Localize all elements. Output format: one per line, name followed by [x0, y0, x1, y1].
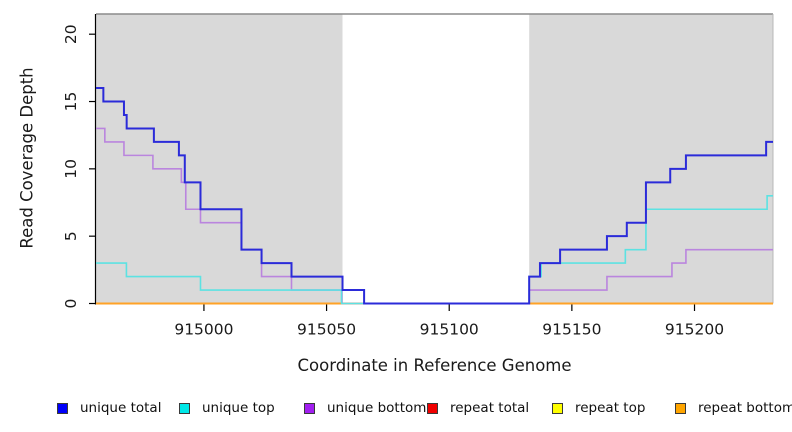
- legend-label-unique-top: unique top: [202, 400, 275, 416]
- y-tick-label: 15: [62, 92, 80, 112]
- y-tick-label: 20: [62, 24, 80, 44]
- legend-item-repeat-top: repeat top: [552, 399, 645, 417]
- legend-item-unique-bottom: unique bottom: [304, 399, 426, 417]
- legend-swatch-unique-bottom: [304, 402, 315, 414]
- y-axis-title: Read Coverage Depth: [17, 67, 37, 249]
- x-tick-label: 915100: [420, 321, 479, 339]
- series-unique-total-line: [96, 87, 773, 305]
- legend-swatch-unique-top: [179, 402, 190, 414]
- y-tick-label: 0: [62, 299, 80, 309]
- legend-swatch-unique-total: [57, 402, 68, 414]
- x-tick-label: 915000: [174, 321, 233, 339]
- legend-label-repeat-total: repeat total: [450, 400, 530, 416]
- legend-label-unique-bottom: unique bottom: [327, 400, 427, 416]
- step-plot-svg: 0 5 10 15 20 915000 915050 915100 915150 915200: [62, 13, 774, 339]
- x-tick-label: 915200: [665, 321, 724, 339]
- legend-swatch-repeat-bottom: [675, 402, 686, 414]
- x-axis-title: Coordinate in Reference Genome: [297, 356, 572, 375]
- masked-region-2: [529, 14, 773, 304]
- legend-item-unique-total: unique total: [57, 399, 161, 417]
- legend-swatch-repeat-top: [552, 402, 563, 414]
- legend-item-repeat-bottom: repeat bottom: [675, 399, 792, 417]
- legend-label-unique-total: unique total: [80, 400, 162, 416]
- legend-label-repeat-top: repeat top: [575, 400, 646, 416]
- x-tick-label: 915050: [297, 321, 356, 339]
- masked-region-1: [96, 14, 343, 304]
- legend: unique total unique top unique bottom repea…: [0, 399, 792, 423]
- legend-item-unique-top: unique top: [179, 399, 275, 417]
- y-tick-label: 10: [62, 159, 80, 179]
- legend-item-repeat-total: repeat total: [427, 399, 529, 417]
- x-tick-label: 915150: [542, 321, 601, 339]
- legend-label-repeat-bottom: repeat bottom: [698, 400, 792, 416]
- y-tick-label: 5: [62, 231, 80, 241]
- legend-swatch-repeat-total: [427, 402, 438, 414]
